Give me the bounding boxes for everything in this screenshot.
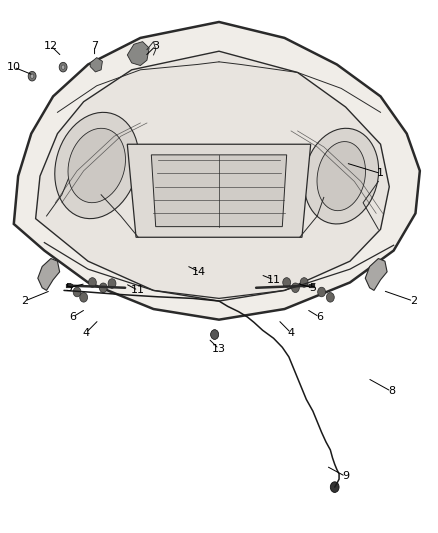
Polygon shape bbox=[127, 144, 311, 237]
Text: 3: 3 bbox=[152, 41, 159, 51]
Text: 2: 2 bbox=[21, 296, 28, 306]
Circle shape bbox=[291, 283, 299, 293]
Circle shape bbox=[61, 65, 65, 69]
Circle shape bbox=[326, 293, 334, 302]
Circle shape bbox=[318, 287, 325, 297]
Polygon shape bbox=[127, 42, 149, 66]
Polygon shape bbox=[304, 128, 379, 224]
Circle shape bbox=[108, 279, 116, 288]
Circle shape bbox=[211, 330, 219, 340]
Polygon shape bbox=[14, 22, 420, 320]
Text: 11: 11 bbox=[131, 286, 145, 295]
Polygon shape bbox=[90, 58, 102, 72]
Text: 4: 4 bbox=[287, 328, 295, 338]
Polygon shape bbox=[35, 51, 389, 301]
Polygon shape bbox=[151, 155, 287, 227]
Polygon shape bbox=[68, 128, 125, 203]
Text: 10: 10 bbox=[7, 62, 21, 72]
Text: 5: 5 bbox=[309, 283, 316, 293]
Text: 9: 9 bbox=[342, 472, 349, 481]
Circle shape bbox=[28, 71, 36, 81]
Circle shape bbox=[30, 74, 34, 78]
Text: 13: 13 bbox=[212, 344, 226, 354]
Circle shape bbox=[59, 62, 67, 72]
Text: 14: 14 bbox=[192, 267, 206, 277]
Text: 5: 5 bbox=[65, 283, 72, 293]
Circle shape bbox=[283, 278, 290, 287]
Text: 2: 2 bbox=[410, 296, 417, 306]
Circle shape bbox=[73, 287, 81, 297]
Text: 11: 11 bbox=[267, 275, 281, 285]
Polygon shape bbox=[38, 259, 60, 290]
Text: 12: 12 bbox=[44, 41, 58, 51]
Text: 8: 8 bbox=[388, 386, 395, 397]
Circle shape bbox=[211, 330, 219, 340]
Text: 4: 4 bbox=[82, 328, 89, 338]
Text: 6: 6 bbox=[316, 312, 323, 322]
Circle shape bbox=[88, 278, 96, 287]
Text: 1: 1 bbox=[377, 168, 384, 179]
Circle shape bbox=[300, 278, 308, 287]
Polygon shape bbox=[55, 112, 139, 219]
Text: 7: 7 bbox=[91, 41, 98, 51]
Circle shape bbox=[99, 283, 107, 293]
Circle shape bbox=[330, 482, 339, 492]
Text: 6: 6 bbox=[69, 312, 76, 322]
Polygon shape bbox=[365, 259, 387, 290]
Polygon shape bbox=[317, 142, 365, 211]
Circle shape bbox=[80, 293, 88, 302]
